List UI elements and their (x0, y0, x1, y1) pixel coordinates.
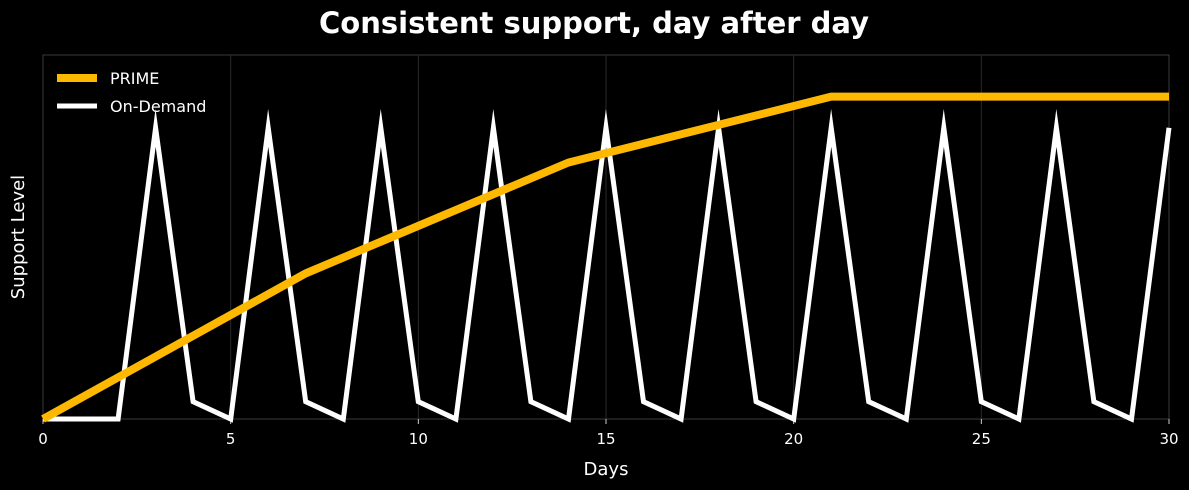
series-line-on-demand (43, 108, 1172, 423)
legend-label: On-Demand (110, 97, 206, 116)
x-tick-label: 0 (38, 430, 48, 448)
x-axis-label: Days (584, 459, 629, 480)
legend: PRIME On-Demand (57, 69, 206, 116)
x-tick-label: 5 (226, 430, 236, 448)
x-tick-label: 30 (1159, 430, 1178, 448)
series-lines (41, 92, 1172, 423)
chart-title: Consistent support, day after day (319, 6, 869, 40)
x-axis-ticks: 0 5 10 15 20 25 30 (38, 419, 1179, 448)
x-tick-label: 25 (972, 430, 991, 448)
x-tick-label: 20 (784, 430, 803, 448)
x-tick-label: 15 (596, 430, 615, 448)
series-line-prime (41, 92, 1169, 423)
y-axis-label: Support Level (8, 175, 29, 299)
legend-label: PRIME (110, 69, 159, 88)
x-tick-label: 10 (409, 430, 428, 448)
